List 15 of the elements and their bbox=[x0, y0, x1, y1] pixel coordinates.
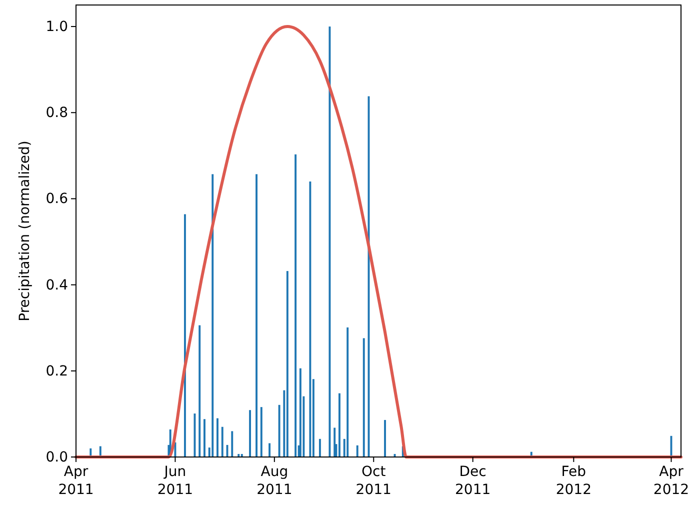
y-tick-label: 1.0 bbox=[46, 19, 68, 36]
y-tick-label: 0.2 bbox=[46, 363, 68, 380]
y-tick-label: 0.0 bbox=[46, 449, 68, 466]
y-tick-label: 0.4 bbox=[46, 277, 68, 294]
x-tick-label: Aug 2011 bbox=[256, 464, 292, 498]
x-tick-label: Apr 2011 bbox=[58, 464, 94, 498]
y-axis-title: Precipitation (normalized) bbox=[17, 140, 33, 322]
x-tick-label: Dec 2011 bbox=[455, 464, 491, 498]
x-tick-label: Jun 2011 bbox=[157, 464, 194, 498]
y-tick-label: 0.6 bbox=[46, 191, 68, 208]
y-tick-label: 0.8 bbox=[46, 105, 68, 122]
x-tick-label: Apr 2012 bbox=[653, 464, 688, 498]
line-series bbox=[74, 25, 682, 458]
x-tick-label: Feb 2012 bbox=[556, 464, 592, 498]
x-tick-label: Oct 2011 bbox=[356, 464, 392, 498]
